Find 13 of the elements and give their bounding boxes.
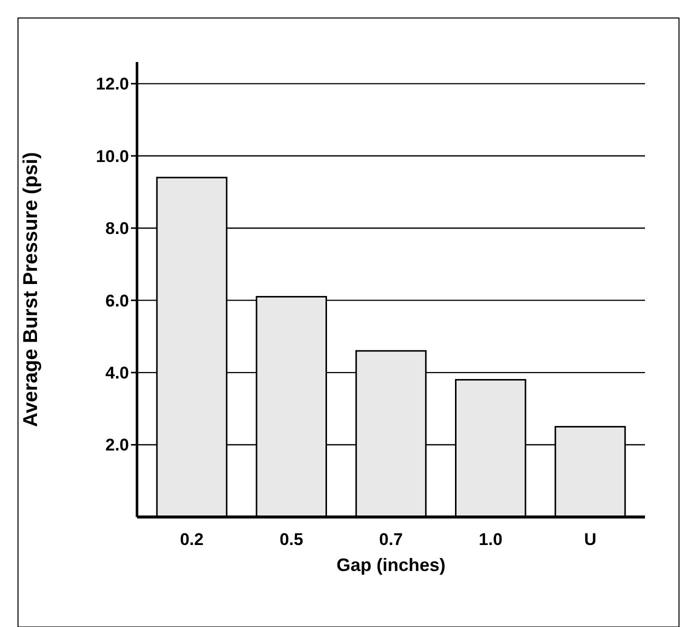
y-tick-label: 6.0 (105, 291, 129, 310)
x-tick-label: 1.0 (478, 530, 502, 549)
y-axis-title: Average Burst Pressure (psi) (20, 152, 42, 427)
y-tick-label: 2.0 (105, 436, 129, 455)
y-tick-label: 4.0 (105, 364, 129, 383)
x-tick-label: U (584, 530, 596, 549)
y-tick-label: 12.0 (96, 74, 129, 94)
y-tick-label: 10.0 (96, 146, 129, 166)
x-tick-label: 0.2 (180, 530, 204, 549)
x-tick-label: 0.7 (379, 530, 403, 549)
x-axis-title: Gap (inches) (336, 555, 446, 575)
y-tick-label: 8.0 (105, 219, 129, 238)
x-tick-label: 0.5 (280, 530, 304, 549)
